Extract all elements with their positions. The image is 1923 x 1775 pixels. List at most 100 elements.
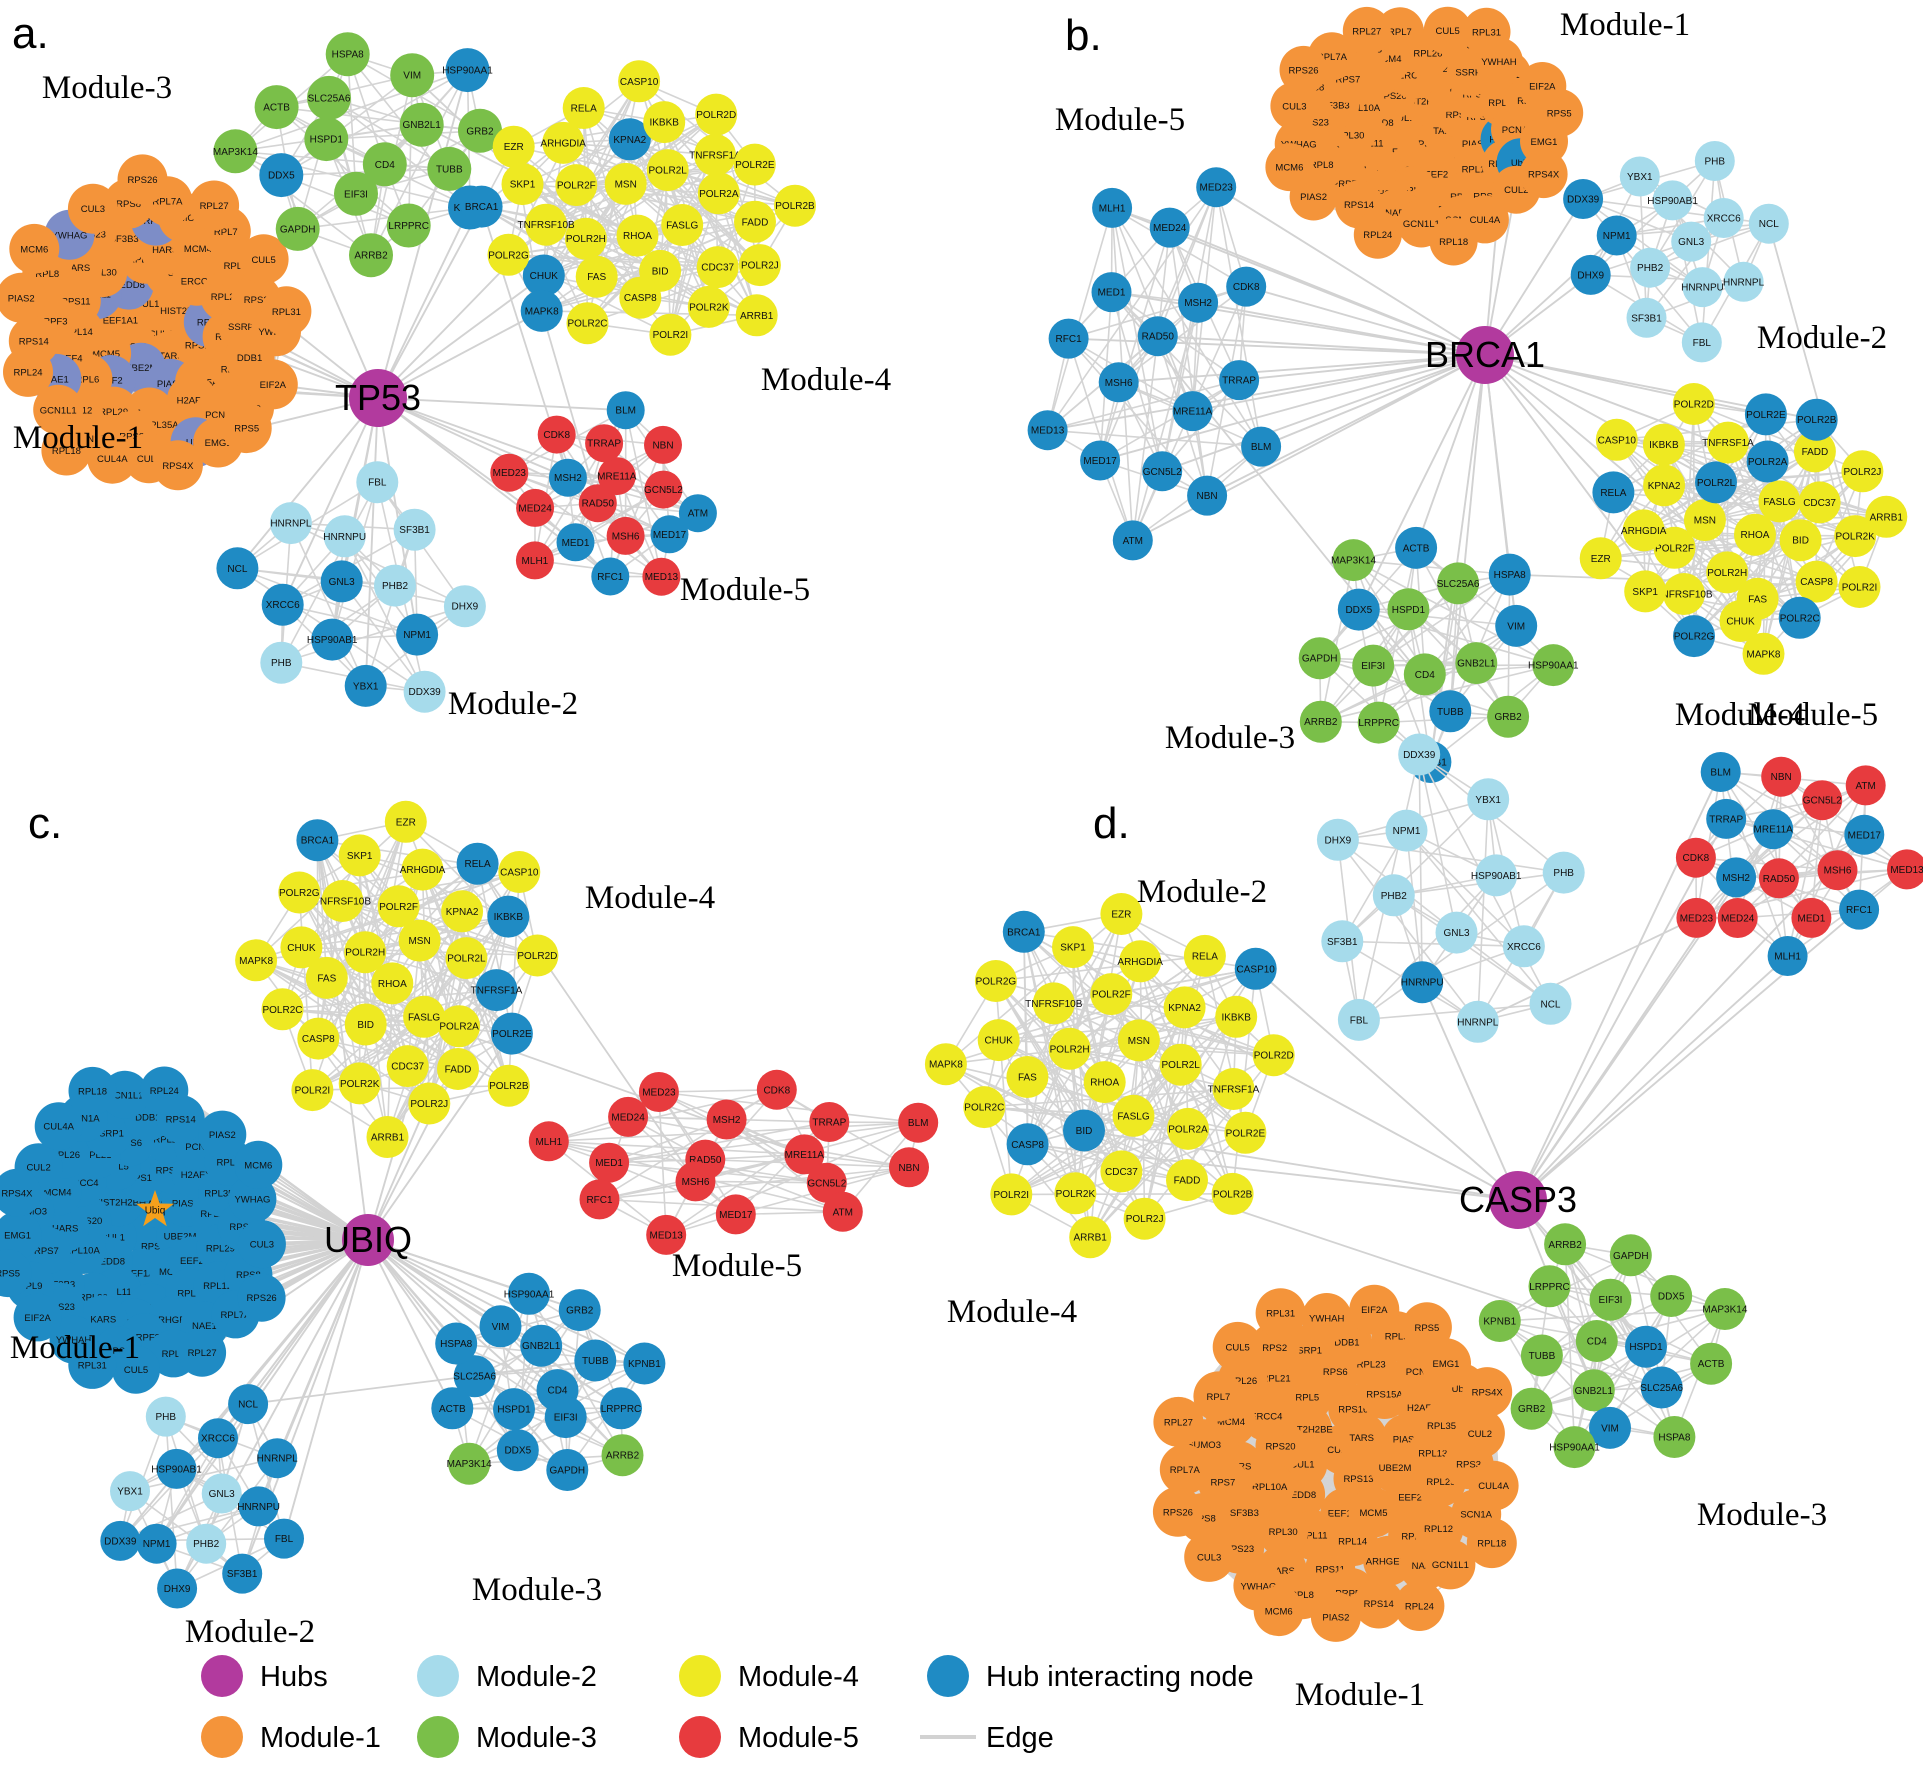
gene-node-MCM6[interactable] [1253, 1586, 1304, 1637]
gene-node-MED13[interactable] [642, 557, 681, 596]
gene-node-SLC25A6[interactable] [307, 75, 351, 120]
gene-node-HNRNPL[interactable] [269, 502, 312, 545]
gene-node-RELA[interactable] [456, 842, 499, 885]
gene-node-CUL5[interactable] [1423, 6, 1472, 55]
gene-node-RPL24[interactable] [1394, 1581, 1445, 1631]
gene-node-POLR2G[interactable] [974, 960, 1017, 1002]
gene-node-CDK8[interactable] [1226, 266, 1267, 307]
gene-node-ATM[interactable] [1845, 765, 1886, 806]
gene-node-XRCC6[interactable] [198, 1418, 238, 1459]
gene-node-CDK8[interactable] [756, 1069, 797, 1110]
gene-node-RPL31[interactable] [1255, 1288, 1306, 1339]
gene-node-FAS[interactable] [1006, 1056, 1049, 1098]
gene-node-RPS5[interactable] [1401, 1302, 1452, 1353]
gene-node-BID[interactable] [1063, 1109, 1105, 1152]
gene-node-CUL2[interactable] [1454, 1408, 1505, 1459]
gene-node-XRCC6[interactable] [1703, 198, 1744, 238]
gene-node-TUBB[interactable] [427, 146, 472, 191]
gene-node-BID[interactable] [344, 1003, 387, 1046]
gene-node-MED1[interactable] [1791, 897, 1832, 938]
gene-node-POLR2F[interactable] [377, 885, 420, 928]
gene-node-BRCA1[interactable] [1002, 910, 1045, 953]
gene-node-DDX5[interactable] [259, 153, 304, 198]
gene-node-EIF3I[interactable] [334, 171, 378, 216]
gene-node-POLR2I[interactable] [1838, 566, 1881, 608]
gene-node-KPNA2[interactable] [1163, 986, 1206, 1029]
gene-node-ARRB1[interactable] [1865, 495, 1908, 538]
gene-node-PIAS2[interactable] [0, 272, 47, 323]
gene-node-NPM1[interactable] [136, 1523, 177, 1564]
gene-node-GCN5L2[interactable] [1802, 780, 1843, 821]
gene-node-CHUK[interactable] [522, 254, 565, 297]
gene-node-NBN[interactable] [889, 1147, 929, 1188]
gene-node-NPM1[interactable] [396, 613, 439, 656]
gene-node-GCN1L1[interactable] [33, 384, 84, 435]
gene-node-CUL3[interactable] [1184, 1531, 1235, 1582]
gene-node-GNL3[interactable] [1671, 221, 1712, 262]
gene-node-POLR2D[interactable] [516, 934, 559, 977]
gene-node-FADD[interactable] [437, 1048, 479, 1090]
gene-node-CHUK[interactable] [977, 1019, 1020, 1062]
gene-node-RPL24[interactable] [140, 1066, 189, 1115]
gene-node-MSH2[interactable] [548, 458, 587, 497]
gene-node-MCM6[interactable] [1265, 143, 1314, 192]
gene-node-ARRB1[interactable] [366, 1116, 409, 1158]
gene-node-FADD[interactable] [1166, 1159, 1208, 1202]
gene-node-CHUK[interactable] [280, 926, 323, 969]
gene-node-MAP3K14[interactable] [448, 1442, 491, 1485]
gene-node-RFC1[interactable] [591, 557, 630, 596]
gene-node-RAD50[interactable] [1758, 858, 1799, 899]
gene-node-HNRNPU[interactable] [1682, 267, 1723, 308]
gene-node-POLR2B[interactable] [487, 1064, 530, 1107]
gene-node-RHOA[interactable] [1083, 1061, 1126, 1104]
gene-node-RPS4X[interactable] [152, 440, 203, 491]
gene-node-HSP90AB1[interactable] [311, 618, 354, 661]
gene-node-RPL31[interactable] [1462, 7, 1511, 56]
gene-node-MED17[interactable] [1080, 440, 1121, 481]
gene-node-RAD50[interactable] [578, 484, 617, 523]
gene-node-RHOA[interactable] [371, 962, 414, 1005]
gene-node-IKBKB[interactable] [643, 101, 686, 144]
gene-node-MSN[interactable] [604, 162, 647, 205]
gene-node-MED24[interactable] [1717, 898, 1758, 938]
gene-node-RPL31[interactable] [261, 286, 312, 337]
gene-node-POLR2F[interactable] [1090, 973, 1133, 1016]
hub-node-UBIQ[interactable] [342, 1214, 394, 1266]
gene-node-POLR2K[interactable] [338, 1062, 381, 1105]
gene-node-HNRNPL[interactable] [1456, 1000, 1499, 1043]
gene-node-IKBKB[interactable] [1215, 995, 1258, 1038]
gene-node-RPL18[interactable] [41, 425, 92, 476]
gene-node-RPL7A[interactable] [1159, 1444, 1210, 1495]
gene-node-DDX39[interactable] [403, 670, 446, 713]
gene-node-RPS26[interactable] [1279, 45, 1328, 94]
gene-node-POLR2H[interactable] [1048, 1027, 1091, 1070]
gene-node-CASP8[interactable] [297, 1017, 340, 1060]
gene-node-POLR2J[interactable] [1841, 450, 1884, 493]
gene-node-FAS[interactable] [305, 956, 348, 999]
gene-node-SF3B1[interactable] [1321, 920, 1364, 963]
gene-node-YBX1[interactable] [1467, 778, 1510, 821]
gene-node-SKP1[interactable] [338, 834, 381, 877]
gene-node-MED17[interactable] [650, 515, 689, 554]
gene-node-DDX5[interactable] [1337, 588, 1380, 631]
gene-node-MAP3K14[interactable] [213, 129, 258, 174]
gene-node-BRCA1[interactable] [460, 185, 503, 228]
gene-node-TNFRSF10B[interactable] [1032, 982, 1075, 1025]
gene-node-HSPA8[interactable] [1653, 1416, 1696, 1458]
gene-node-POLR2L[interactable] [445, 937, 488, 980]
gene-node-MED23[interactable] [638, 1072, 679, 1112]
gene-node-ARHGDIA[interactable] [1622, 509, 1665, 552]
gene-node-HSPA8[interactable] [435, 1322, 478, 1365]
gene-node-ARRB2[interactable] [1299, 700, 1342, 743]
gene-node-CUL5[interactable] [1212, 1321, 1263, 1372]
gene-node-BLM[interactable] [606, 391, 645, 430]
gene-node-NCL[interactable] [216, 547, 259, 590]
gene-node-PHB2[interactable] [186, 1523, 227, 1564]
gene-node-CASP10[interactable] [618, 60, 661, 103]
gene-node-POLR2K[interactable] [687, 285, 730, 328]
gene-node-POLR2A[interactable] [1746, 440, 1789, 483]
gene-node-MSH6[interactable] [1817, 850, 1858, 891]
gene-node-MED23[interactable] [1196, 167, 1237, 208]
gene-node-FASLG[interactable] [403, 995, 446, 1038]
gene-node-TRRAP[interactable] [1219, 360, 1260, 401]
